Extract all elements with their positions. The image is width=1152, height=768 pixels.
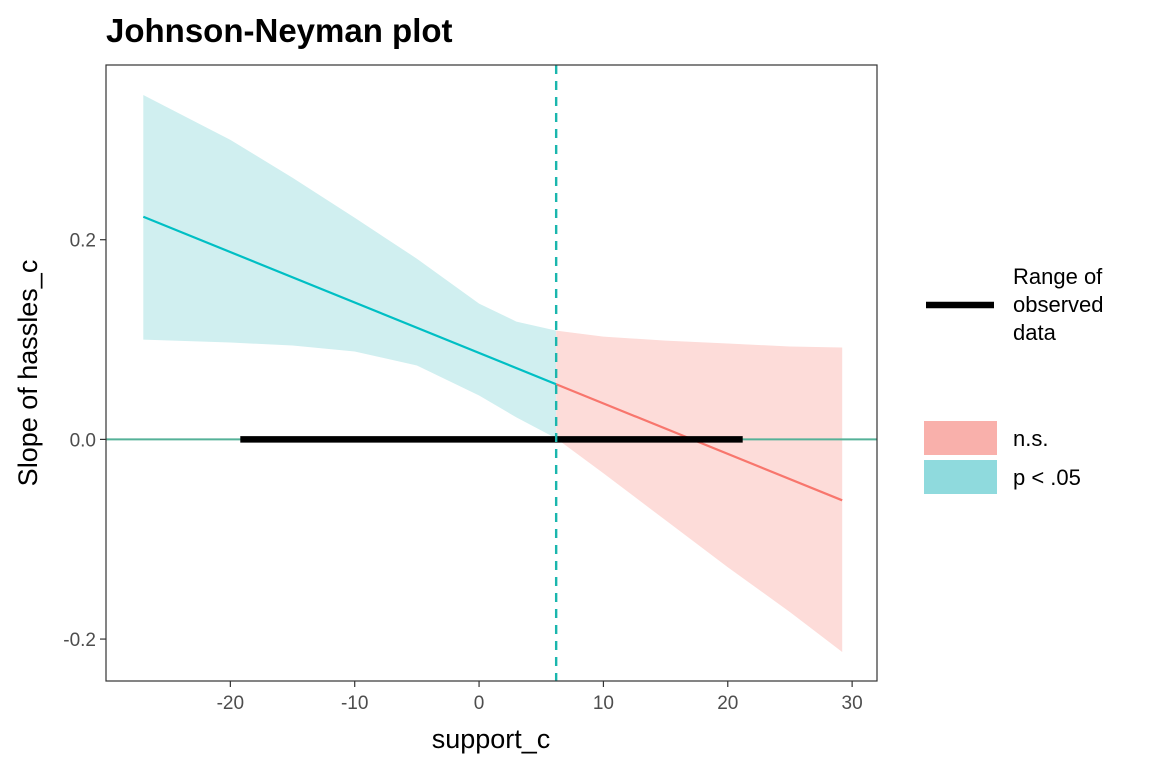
x-tick-label: 20 bbox=[717, 693, 738, 714]
legend-range-label: Range of bbox=[1013, 264, 1103, 289]
y-axis-title: Slope of hassles_c bbox=[13, 260, 43, 487]
x-tick-label: -10 bbox=[341, 693, 368, 714]
legend-swatch bbox=[924, 421, 997, 455]
y-axis: -0.2 0.0 0.2 bbox=[63, 231, 106, 651]
x-axis: -20 -10 0 10 20 30 bbox=[217, 681, 863, 714]
legend-entry-label: n.s. bbox=[1013, 426, 1048, 451]
x-axis-title: support_c bbox=[432, 724, 551, 754]
x-tick-label: 10 bbox=[593, 693, 614, 714]
panel-border bbox=[105, 64, 878, 682]
legend-range-label: data bbox=[1013, 320, 1057, 345]
x-tick-label: 0 bbox=[474, 693, 485, 714]
x-tick-label: 30 bbox=[842, 693, 863, 714]
y-tick-label: 0.2 bbox=[70, 231, 96, 252]
legend: Range of observed data n.s. p < .05 bbox=[924, 264, 1104, 494]
confidence-band-significant bbox=[143, 95, 557, 439]
legend-swatch bbox=[924, 460, 997, 494]
plot-panel bbox=[105, 64, 878, 682]
legend-entry-label: p < .05 bbox=[1013, 465, 1081, 490]
confidence-band-not-significant bbox=[556, 330, 843, 652]
legend-range-label: observed bbox=[1013, 292, 1104, 317]
y-tick-label: 0.0 bbox=[70, 430, 96, 451]
slope-line-significant bbox=[142, 215, 557, 386]
chart-title: Johnson-Neyman plot bbox=[106, 12, 453, 49]
y-tick-label: -0.2 bbox=[63, 630, 96, 651]
x-tick-label: -20 bbox=[217, 693, 244, 714]
